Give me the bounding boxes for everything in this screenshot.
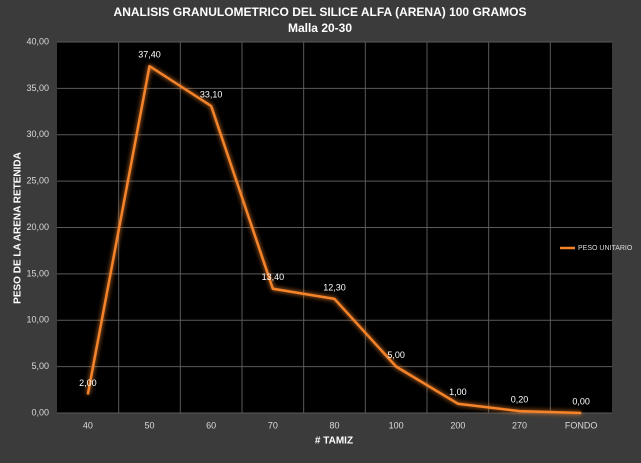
data-label: 13,40 — [262, 272, 285, 282]
data-label: 0,00 — [572, 396, 590, 406]
data-label: 12,30 — [323, 282, 346, 292]
y-tick-label: 25,00 — [26, 176, 49, 186]
y-tick-label: 15,00 — [26, 268, 49, 278]
chart-title: ANALISIS GRANULOMETRICO DEL SILICE ALFA … — [114, 5, 527, 19]
x-tick-label: 270 — [512, 420, 527, 430]
x-tick-label: FONDO — [565, 420, 598, 430]
x-tick-label: 40 — [83, 420, 93, 430]
data-label: 1,00 — [449, 387, 467, 397]
y-tick-label: 10,00 — [26, 315, 49, 325]
y-tick-label: 40,00 — [26, 36, 49, 46]
x-tick-label: 50 — [144, 420, 154, 430]
x-tick-label: 60 — [206, 420, 216, 430]
data-label: 0,20 — [511, 395, 529, 405]
data-label: 5,00 — [387, 350, 405, 360]
y-tick-label: 20,00 — [26, 222, 49, 232]
x-tick-label: 100 — [389, 420, 404, 430]
y-tick-label: 30,00 — [26, 129, 49, 139]
y-tick-label: 5,00 — [31, 361, 49, 371]
y-tick-label: 35,00 — [26, 83, 49, 93]
x-tick-label: 70 — [268, 420, 278, 430]
y-tick-label: 0,00 — [31, 407, 49, 417]
data-label: 37,40 — [138, 49, 161, 59]
y-axis-title: PESO DE LA ARENA RETENIDA — [13, 152, 24, 304]
line — [86, 64, 582, 415]
x-tick-label: 80 — [329, 420, 339, 430]
chart-subtitle: Malla 20-30 — [288, 21, 352, 35]
data-label: 33,10 — [200, 89, 223, 99]
x-axis-title: # TAMIZ — [315, 436, 353, 447]
x-tick-label: 200 — [450, 420, 465, 430]
legend-label: PESO UNITARIO — [578, 245, 633, 252]
data-label: 2,00 — [79, 378, 97, 388]
